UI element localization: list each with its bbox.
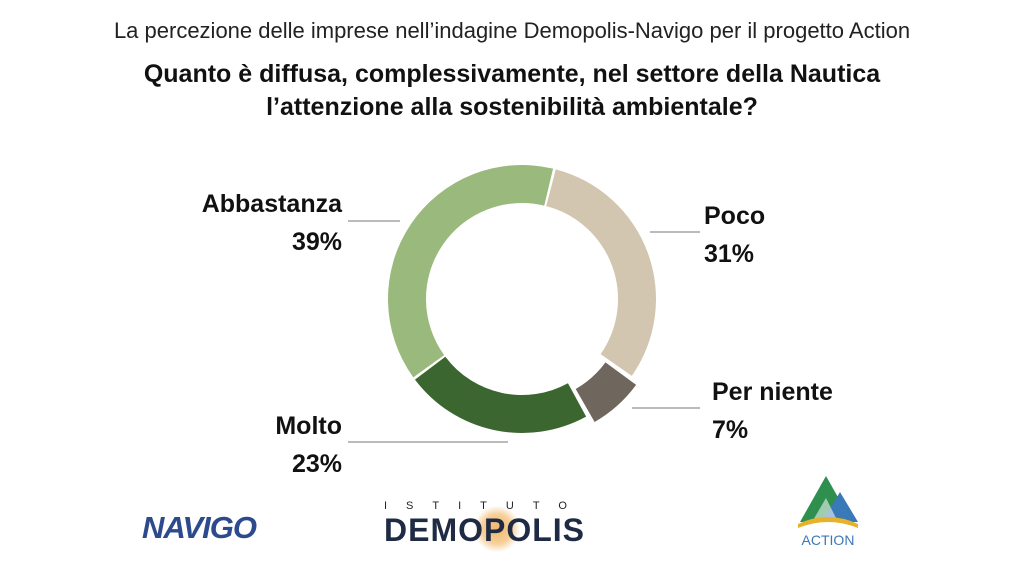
slice-value-poco: 31%	[704, 240, 754, 268]
slice-poco	[546, 169, 656, 376]
istituto-text: ISTITUTO	[384, 500, 586, 512]
slice-value-per-niente: 7%	[712, 416, 748, 444]
slice-value-molto: 23%	[292, 450, 342, 478]
slice-label-per-niente: Per niente	[712, 378, 833, 406]
subtitle: La percezione delle imprese nell’indagin…	[113, 18, 911, 43]
slice-abbastanza	[388, 165, 554, 378]
action-highlight-icon	[812, 498, 838, 522]
action-text: ACTION	[802, 532, 855, 548]
page-title: Quanto è diffusa, complessivamente, nel …	[0, 58, 1024, 124]
slice-label-molto: Molto	[275, 412, 342, 440]
title-line-2: l’attenzione alla sostenibilità ambienta…	[266, 93, 758, 121]
slice-label-poco: Poco	[704, 202, 765, 230]
navigo-logo: NAVIGO	[142, 510, 257, 545]
demopolis-text: DEMOPOLIS	[384, 512, 586, 548]
demopolis-logo: ISTITUTO DEMOPOLIS	[384, 500, 648, 556]
slice-label-abbastanza: Abbastanza	[202, 190, 343, 218]
action-logo: ACTION	[798, 476, 858, 548]
slice-per-niente	[575, 362, 637, 422]
slice-molto	[414, 356, 587, 433]
demopolis-glow	[474, 506, 520, 552]
slice-value-abbastanza: 39%	[292, 228, 342, 256]
action-wave-icon	[798, 517, 858, 528]
title-line-1: Quanto è diffusa, complessivamente, nel …	[143, 60, 881, 88]
